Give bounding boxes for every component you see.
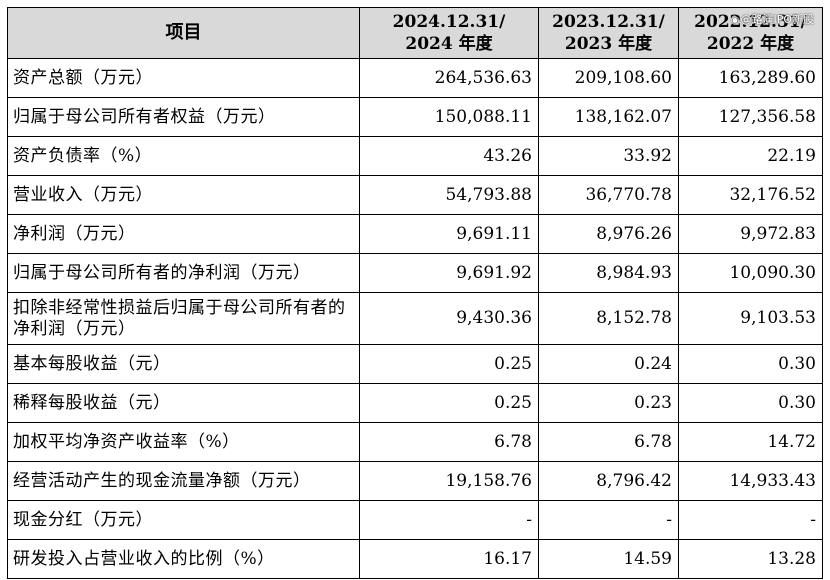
row-label: 营业收入（万元） xyxy=(7,175,360,215)
row-label: 研发投入占营业收入的比例（%） xyxy=(7,539,360,579)
row-label: 加权平均净资产收益率（%） xyxy=(7,422,360,462)
row-label: 资产负债率（%） xyxy=(7,136,360,176)
row-label: 扣除非经常性损益后归属于母公司所有者的净利润（万元） xyxy=(7,292,360,345)
value-2024: 54,793.88 xyxy=(359,175,539,215)
row-label: 基本每股收益（元） xyxy=(7,344,360,384)
value-2022: 14.72 xyxy=(678,422,823,462)
value-2024: 19,158.76 xyxy=(359,461,539,501)
value-2022: 0.30 xyxy=(678,383,823,423)
value-2024: 150,088.11 xyxy=(359,97,539,137)
table-row: 归属于母公司所有者权益（万元） 150,088.11 138,162.07 12… xyxy=(7,97,823,137)
value-2023: 138,162.07 xyxy=(538,97,679,137)
row-label: 经营活动产生的现金流量净额（万元） xyxy=(7,461,360,501)
row-label: 净利润（万元） xyxy=(7,214,360,254)
value-2023: 33.92 xyxy=(538,136,679,176)
table-row: 净利润（万元） 9,691.11 8,976.26 9,972.83 xyxy=(7,214,823,254)
value-2024: - xyxy=(359,500,539,540)
weibo-icon: ◉ xyxy=(730,15,740,26)
value-2024: 9,691.11 xyxy=(359,214,539,254)
table-row: 资产负债率（%） 43.26 33.92 22.19 xyxy=(7,136,823,176)
value-2024: 264,536.63 xyxy=(359,58,539,98)
table-row: 资产总额（万元） 264,536.63 209,108.60 163,289.6… xyxy=(7,58,823,98)
header-2024-date: 2024.12.31/ xyxy=(392,12,506,32)
watermark: ◉@路演IPO新股 xyxy=(731,11,814,27)
value-2024: 16.17 xyxy=(359,539,539,579)
header-2024-year: 2024 年度 xyxy=(405,34,493,54)
value-2023: 8,796.42 xyxy=(538,461,679,501)
table-row: 归属于母公司所有者的净利润（万元） 9,691.92 8,984.93 10,0… xyxy=(7,253,823,293)
table-row: 基本每股收益（元） 0.25 0.24 0.30 xyxy=(7,344,823,384)
table-body: 资产总额（万元） 264,536.63 209,108.60 163,289.6… xyxy=(7,58,823,579)
table-row: 研发投入占营业收入的比例（%） 16.17 14.59 13.28 xyxy=(7,539,823,579)
value-2022: 9,972.83 xyxy=(678,214,823,254)
row-label: 归属于母公司所有者的净利润（万元） xyxy=(7,253,360,293)
value-2024: 9,430.36 xyxy=(359,292,539,345)
table-row: 扣除非经常性损益后归属于母公司所有者的净利润（万元） 9,430.36 8,15… xyxy=(7,292,823,345)
table-row: 现金分红（万元） - - - xyxy=(7,500,823,540)
table-row: 稀释每股收益（元） 0.25 0.23 0.30 xyxy=(7,383,823,423)
value-2022: 32,176.52 xyxy=(678,175,823,215)
value-2022: 0.30 xyxy=(678,344,823,384)
value-2024: 9,691.92 xyxy=(359,253,539,293)
value-2022: 13.28 xyxy=(678,539,823,579)
header-row: 项目 2024.12.31/ 2024 年度 2023.12.31/ 2023 … xyxy=(7,7,823,59)
row-label: 归属于母公司所有者权益（万元） xyxy=(7,97,360,137)
value-2023: 36,770.78 xyxy=(538,175,679,215)
value-2022: 10,090.30 xyxy=(678,253,823,293)
row-label: 现金分红（万元） xyxy=(7,500,360,540)
header-2022-year: 2022 年度 xyxy=(706,34,795,54)
value-2023: 0.24 xyxy=(538,344,679,384)
value-2024: 0.25 xyxy=(359,344,539,384)
header-2023-date: 2023.12.31/ xyxy=(552,12,665,32)
value-2023: 0.23 xyxy=(538,383,679,423)
table-row: 加权平均净资产收益率（%） 6.78 6.78 14.72 xyxy=(7,422,823,462)
value-2023: 209,108.60 xyxy=(538,58,679,98)
value-2023: 8,152.78 xyxy=(538,292,679,345)
header-2023-year: 2023 年度 xyxy=(564,34,653,54)
header-2024: 2024.12.31/ 2024 年度 xyxy=(359,7,539,59)
value-2022: 163,289.60 xyxy=(678,58,823,98)
row-label: 稀释每股收益（元） xyxy=(7,383,360,423)
financial-summary-table: 项目 2024.12.31/ 2024 年度 2023.12.31/ 2023 … xyxy=(7,7,823,579)
header-item: 项目 xyxy=(7,7,360,59)
table-row: 营业收入（万元） 54,793.88 36,770.78 32,176.52 xyxy=(7,175,823,215)
header-item-label: 项目 xyxy=(165,22,202,43)
value-2023: 8,976.26 xyxy=(538,214,679,254)
header-2022: 2022.12.31/ 2022 年度 xyxy=(678,7,823,59)
value-2022: 22.19 xyxy=(678,136,823,176)
financial-summary-table-wrapper: 项目 2024.12.31/ 2024 年度 2023.12.31/ 2023 … xyxy=(7,7,823,579)
value-2023: 8,984.93 xyxy=(538,253,679,293)
table-header: 项目 2024.12.31/ 2024 年度 2023.12.31/ 2023 … xyxy=(7,7,823,59)
row-label: 资产总额（万元） xyxy=(7,58,360,98)
header-2023: 2023.12.31/ 2023 年度 xyxy=(538,7,679,59)
value-2024: 0.25 xyxy=(359,383,539,423)
value-2024: 6.78 xyxy=(359,422,539,462)
value-2023: 6.78 xyxy=(538,422,679,462)
value-2022: 9,103.53 xyxy=(678,292,823,345)
value-2022: 14,933.43 xyxy=(678,461,823,501)
value-2022: - xyxy=(678,500,823,540)
value-2023: 14.59 xyxy=(538,539,679,579)
table-row: 经营活动产生的现金流量净额（万元） 19,158.76 8,796.42 14,… xyxy=(7,461,823,501)
value-2023: - xyxy=(538,500,679,540)
value-2024: 43.26 xyxy=(359,136,539,176)
value-2022: 127,356.58 xyxy=(678,97,823,137)
watermark-text: @路演IPO新股 xyxy=(740,13,814,26)
header-2022-date: 2022.12.31/ xyxy=(694,12,807,32)
